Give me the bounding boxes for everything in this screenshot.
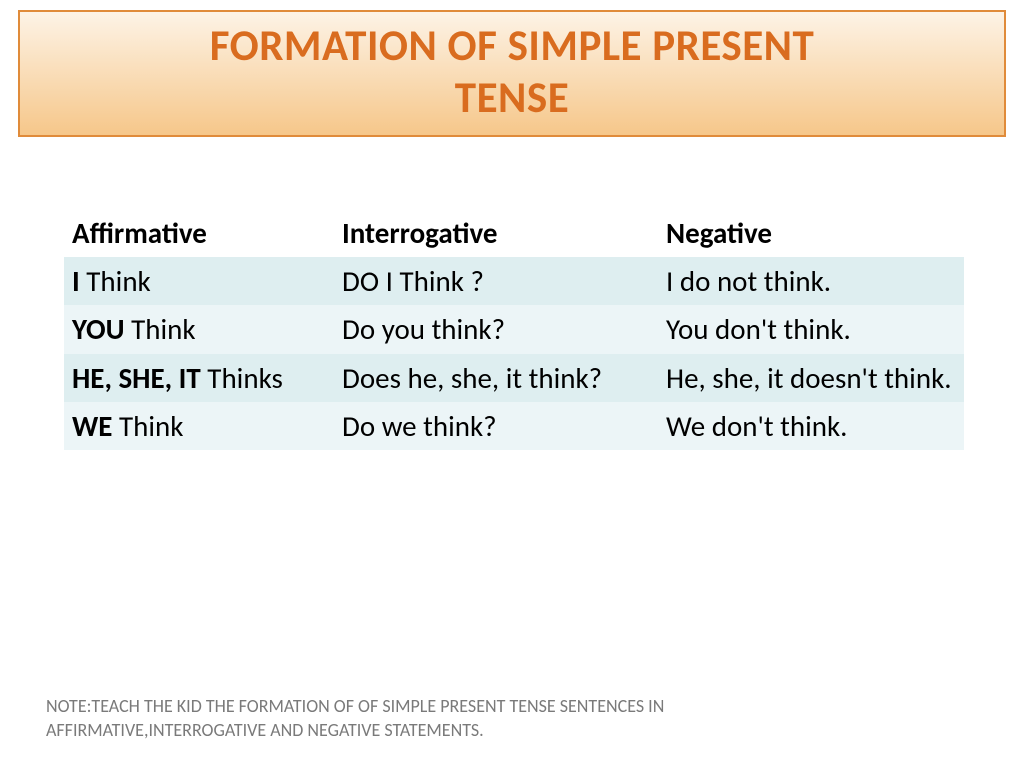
note-line-2: AFFIRMATIVE,INTERROGATIVE AND NEGATIVE S… (46, 719, 484, 741)
cell-affirmative: I Think (64, 257, 334, 305)
cell-interrogative: Do we think? (334, 402, 658, 450)
col-header-affirmative: Affirmative (64, 209, 334, 257)
cell-negative: You don't think. (658, 305, 964, 353)
col-header-interrogative: Interrogative (334, 209, 658, 257)
cell-affirmative: HE, SHE, IT Thinks (64, 354, 334, 402)
table-row: YOU Think Do you think? You don't think. (64, 305, 964, 353)
table-row: HE, SHE, IT Thinks Does he, she, it thin… (64, 354, 964, 402)
slide-title: FORMATION OF SIMPLE PRESENT TENSE (30, 20, 994, 123)
note-line-1: NOTE:TEACH THE KID THE FORMATION OF OF S… (46, 695, 664, 717)
cell-negative: He, she, it doesn't think. (658, 354, 964, 402)
grammar-table: Affirmative Interrogative Negative I Thi… (64, 209, 964, 450)
cell-interrogative: Does he, she, it think? (334, 354, 658, 402)
title-box: FORMATION OF SIMPLE PRESENT TENSE (18, 10, 1006, 137)
cell-affirmative: YOU Think (64, 305, 334, 353)
col-header-negative: Negative (658, 209, 964, 257)
footer-note: NOTE:TEACH THE KID THE FORMATION OF OF S… (46, 695, 664, 742)
cell-affirmative: WE Think (64, 402, 334, 450)
title-line-1: FORMATION OF SIMPLE PRESENT (210, 19, 815, 72)
table-header-row: Affirmative Interrogative Negative (64, 209, 964, 257)
cell-negative: We don't think. (658, 402, 964, 450)
table-row: I Think DO I Think ? I do not think. (64, 257, 964, 305)
title-line-2: TENSE (455, 71, 569, 124)
cell-negative: I do not think. (658, 257, 964, 305)
table-row: WE Think Do we think? We don't think. (64, 402, 964, 450)
cell-interrogative: DO I Think ? (334, 257, 658, 305)
cell-interrogative: Do you think? (334, 305, 658, 353)
